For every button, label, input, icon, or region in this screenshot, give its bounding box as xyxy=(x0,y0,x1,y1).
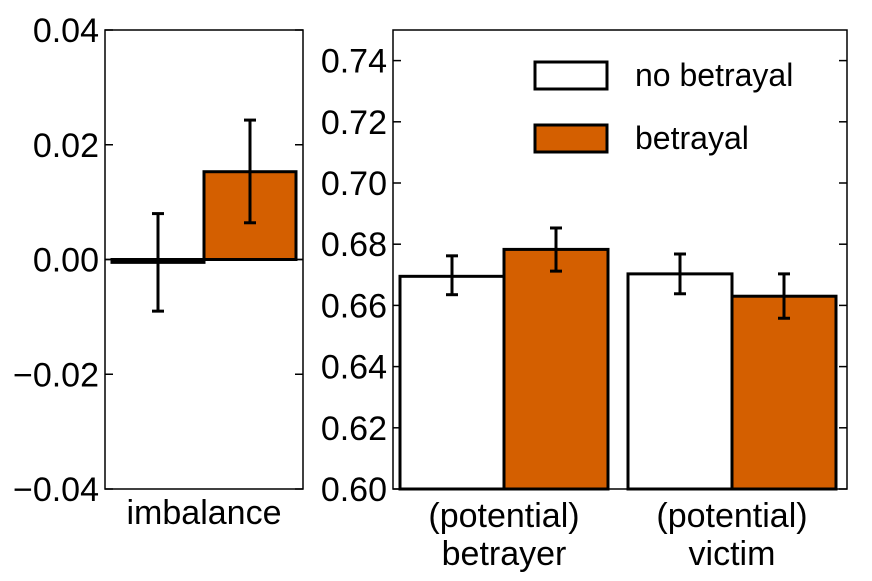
legend-swatch-betrayal xyxy=(533,123,609,154)
y-tick-label: 0.68 xyxy=(321,226,387,264)
x-category-label: imbalance xyxy=(127,494,282,532)
axes-frame xyxy=(392,29,848,490)
y-tick-label: 0.74 xyxy=(321,43,387,81)
legend: no betrayal betrayal xyxy=(533,57,793,156)
x-category-label: betrayer xyxy=(442,535,567,573)
y-tick-label: −0.04 xyxy=(13,471,99,509)
bar-no-betrayal-0 xyxy=(398,274,506,491)
y-tick-label: 0.72 xyxy=(321,104,387,142)
y-tick-label: 0.04 xyxy=(33,12,99,50)
bar-betrayal-0 xyxy=(502,247,610,491)
panel-right-panel: 0.60 0.62 0.64 0.66 0.68 0.70 0.72 0.74 (potenti… xyxy=(321,29,848,573)
x-category-label: (potential) xyxy=(428,497,579,535)
y-tick-label: −0.02 xyxy=(13,356,99,394)
legend-swatch-no-betrayal xyxy=(533,60,609,91)
x-category-label: victim xyxy=(689,535,776,573)
y-tick-label: 0.64 xyxy=(321,349,387,387)
legend-label-betrayal: betrayal xyxy=(635,120,749,156)
y-tick-label: 0.60 xyxy=(321,471,387,509)
bar-no-betrayal-1 xyxy=(626,272,734,491)
y-tick-label: 0.00 xyxy=(33,242,99,280)
y-tick-label: 0.66 xyxy=(321,287,387,325)
y-tick-label: 0.62 xyxy=(321,410,387,448)
bar-betrayal-1 xyxy=(730,294,838,491)
y-tick-label: 0.02 xyxy=(33,127,99,165)
legend-label-no-betrayal: no betrayal xyxy=(635,57,793,93)
x-category-label: (potential) xyxy=(656,497,807,535)
panel-left-panel: −0.04 −0.02 0.00 0.02 0.04 imbalance xyxy=(13,12,304,532)
y-tick-label: 0.70 xyxy=(321,165,387,203)
